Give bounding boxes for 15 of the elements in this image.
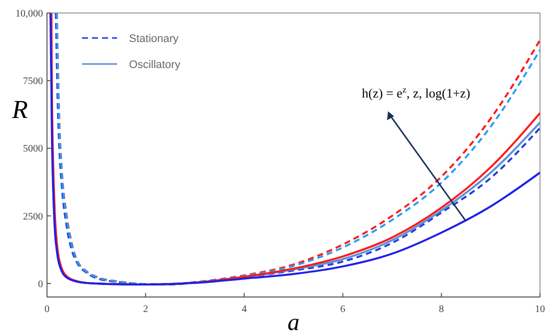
y-axis-title: R bbox=[11, 95, 28, 124]
legend-label: Oscillatory bbox=[129, 59, 181, 71]
y-tick-label: 2500 bbox=[23, 211, 43, 222]
x-tick-label: 6 bbox=[340, 304, 346, 315]
x-tick-label: 4 bbox=[242, 304, 247, 315]
legend-label: Stationary bbox=[129, 33, 180, 45]
y-tick-label: 0 bbox=[38, 278, 43, 290]
x-tick-label: 2 bbox=[143, 304, 148, 315]
y-tick-label: 10,000 bbox=[16, 8, 43, 20]
annotation: h(z) = e$^{z}$, z, log(1+z) bbox=[362, 84, 470, 100]
y-tick-label: 5000 bbox=[23, 144, 43, 155]
x-tick-label: 10 bbox=[535, 304, 545, 315]
x-axis-title: a bbox=[288, 310, 300, 334]
x-tick-label: 8 bbox=[438, 304, 444, 315]
y-tick-label: 7500 bbox=[23, 76, 43, 88]
